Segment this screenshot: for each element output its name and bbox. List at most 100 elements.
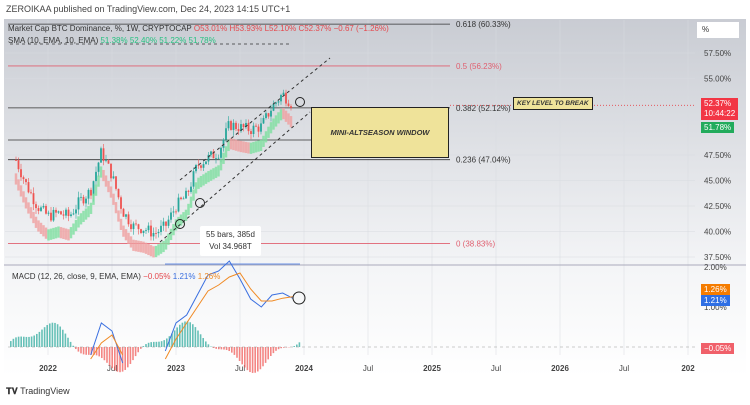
bar-countdown: 10:44:22 <box>704 109 736 118</box>
macd-histogram-bar <box>205 341 207 347</box>
macd-histogram-bar <box>41 329 43 347</box>
candle-body <box>187 190 190 192</box>
candle-body <box>250 131 252 135</box>
candle-body <box>145 230 147 231</box>
x-tick-label: 2023 <box>167 364 185 373</box>
macd-histogram-bar <box>238 347 241 361</box>
candle-body <box>227 121 230 129</box>
ema-tag: 51.78% <box>701 122 735 133</box>
macd-histogram-bar <box>88 347 90 355</box>
macd-histogram-bar <box>67 337 69 347</box>
y-tick-label: 47.50% <box>704 151 731 160</box>
candle-body <box>105 160 107 162</box>
macd-histogram-bar <box>254 347 256 373</box>
macd-value: 1.21% <box>172 272 196 281</box>
bars-count: 55 bars, 385d <box>206 230 255 239</box>
macd-histogram-bar <box>127 347 129 368</box>
macd-histogram-bar <box>155 341 158 347</box>
macd-histogram-bar <box>129 347 132 364</box>
macd-histogram-bar <box>264 347 267 363</box>
candle-body <box>252 125 255 135</box>
candle-body <box>202 164 205 168</box>
candle-body <box>32 193 35 205</box>
macd-histogram-bar <box>20 336 22 347</box>
macd-histogram-bar <box>121 347 124 372</box>
macd-histogram-bar <box>298 342 301 347</box>
x-tick-label: 2024 <box>295 364 313 373</box>
macd-histogram-bar <box>28 336 30 347</box>
candle-body <box>45 205 47 214</box>
candle-body <box>290 106 292 108</box>
candle-body <box>240 124 242 132</box>
candle-body <box>287 103 290 107</box>
range-measure-tooltip: 55 bars, 385d Vol 34.968T <box>200 226 261 256</box>
circle-marker <box>295 97 305 107</box>
macd-histogram-bar <box>101 347 103 359</box>
last-price-tag: 52.37% 10:44:22 <box>701 98 739 120</box>
x-tick-label: 2026 <box>551 364 569 373</box>
macd-histogram-bar <box>241 347 243 365</box>
candle-body <box>80 196 82 198</box>
x-tick-label: 2022 <box>39 364 57 373</box>
circle-marker <box>175 219 185 229</box>
candle-body <box>225 128 227 140</box>
candle-body <box>247 122 250 132</box>
x-tick-label: Jul <box>619 364 629 373</box>
candle-body <box>92 181 95 196</box>
percent-scale-toggle[interactable]: % <box>697 22 739 38</box>
macd-histogram-bar <box>251 347 254 373</box>
candle-body <box>210 151 212 155</box>
candle-body <box>182 198 185 200</box>
candle-body <box>55 209 57 213</box>
macd-histogram-bar <box>93 347 95 355</box>
macd-histogram-bar <box>212 347 215 348</box>
macd-histogram-bar <box>116 347 119 372</box>
macd-histogram-bar <box>124 347 126 370</box>
signal-line <box>90 272 294 360</box>
macd-histogram-bar <box>171 333 173 347</box>
macd-histogram-bar <box>202 338 204 347</box>
macd-histogram-bar <box>111 347 113 369</box>
macd-histogram-bar <box>33 335 35 347</box>
macd-histogram-bar <box>72 345 74 347</box>
candle-body <box>190 186 192 192</box>
y-tick-label: 57.50% <box>704 49 731 58</box>
candle-body <box>230 121 232 130</box>
macd-histogram-bar <box>249 347 251 373</box>
macd-histogram-bar <box>82 347 85 355</box>
candle-body <box>117 188 120 198</box>
macd-histogram-bar <box>163 340 165 347</box>
candle-body <box>82 196 85 204</box>
macd-histogram-bar <box>272 347 275 354</box>
candle-body <box>65 209 67 216</box>
candle-body <box>232 122 235 130</box>
candle-body <box>217 157 220 159</box>
candle-body <box>132 223 135 230</box>
macd-histogram-bar <box>184 321 186 347</box>
macd-histogram-bar <box>142 346 145 347</box>
candle-body <box>40 207 42 211</box>
macd-histogram-bar <box>223 347 225 350</box>
tradingview-brand[interactable]: 𝐓𝐕 TradingView <box>6 386 70 397</box>
macd-histogram-bar <box>43 327 46 347</box>
candle-body <box>267 113 270 117</box>
candle-body <box>155 232 157 234</box>
macd-histogram-bar <box>220 347 223 350</box>
y-tick-label: 42.50% <box>704 202 731 211</box>
mini-altseason-box[interactable]: MINI-ALTSEASON WINDOW <box>311 107 449 158</box>
candle-body <box>75 209 77 214</box>
candle-body <box>207 154 210 162</box>
candle-body <box>50 212 52 221</box>
macd-histogram-bar <box>270 347 272 357</box>
key-level-note[interactable]: KEY LEVEL TO BREAK <box>513 97 593 110</box>
y-tick-label: 37.50% <box>704 253 731 262</box>
macd-histogram-bar <box>225 347 228 351</box>
macd-histogram-bar <box>259 347 262 370</box>
fib-level-label: 0.382 (52.12%) <box>456 104 511 113</box>
candle-body <box>255 125 257 127</box>
fib-level-label: 0.236 (47.04%) <box>456 156 511 165</box>
macd-histogram-bar <box>62 329 64 347</box>
sma-values: 51.38% 52.40% 51.22% 51.78% <box>100 36 216 45</box>
candle-body <box>277 101 280 103</box>
